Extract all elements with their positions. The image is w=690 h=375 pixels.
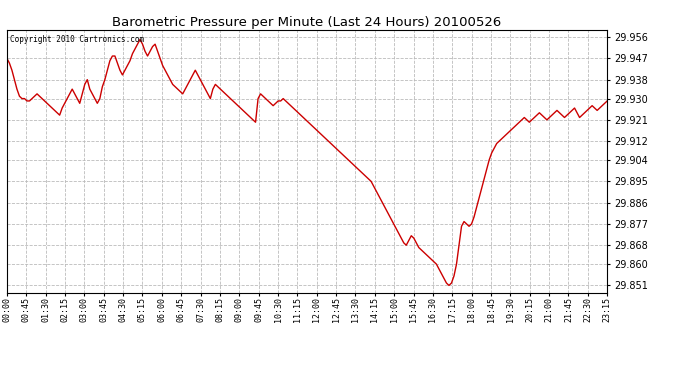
Text: Copyright 2010 Cartronics.com: Copyright 2010 Cartronics.com (10, 35, 144, 44)
Title: Barometric Pressure per Minute (Last 24 Hours) 20100526: Barometric Pressure per Minute (Last 24 … (112, 16, 502, 29)
